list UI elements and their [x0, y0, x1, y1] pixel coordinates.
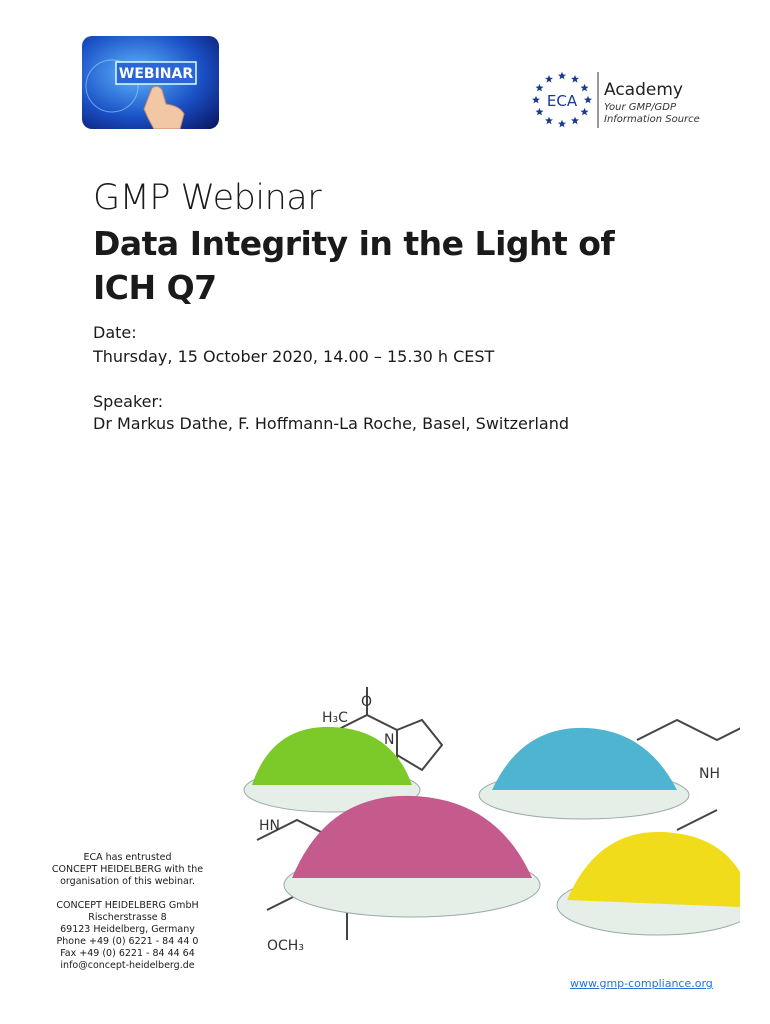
webinar-badge: WEBINAR — [82, 36, 219, 129]
logo-star — [545, 116, 553, 125]
organiser-note: ECA has entrusted CONCEPT HEIDELBERG wit… — [40, 852, 215, 888]
organiser-address: CONCEPT HEIDELBERG GmbH Rischerstrasse 8… — [40, 900, 215, 972]
address-line: info@concept-heidelberg.de — [60, 960, 195, 971]
speaker-value: Dr Markus Dathe, F. Hoffmann-La Roche, B… — [93, 414, 570, 433]
logo-star — [535, 83, 544, 92]
note-line: ECA has entrusted — [83, 852, 172, 863]
website-link[interactable]: www.gmp-compliance.org — [570, 977, 713, 990]
eca-logo: ECA Academy Your GMP/GDP Information Sou… — [532, 71, 700, 128]
powder-image: H₃C N O NH OCH₃ HN — [243, 687, 740, 954]
kicker: GMP Webinar — [93, 178, 322, 218]
logo-name: Academy — [604, 80, 683, 100]
title-line: Data Integrity in the Light of — [93, 224, 615, 263]
logo-star — [571, 116, 579, 125]
logo-tagline: Your GMP/GDP — [604, 102, 677, 113]
logo-mark: ECA — [547, 92, 578, 110]
logo-star — [545, 75, 553, 83]
address-line: Phone +49 (0) 6221 - 84 44 0 — [56, 936, 199, 947]
address-line: CONCEPT HEIDELBERG GmbH — [56, 900, 199, 911]
logo-star — [535, 107, 544, 116]
logo-star — [558, 71, 566, 80]
chem-label: NH — [699, 766, 720, 782]
logo-star — [558, 119, 566, 128]
address-line: 69123 Heidelberg, Germany — [60, 924, 195, 935]
logo-star — [580, 107, 589, 116]
note-line: organisation of this webinar. — [60, 876, 195, 887]
logo-star — [584, 95, 592, 104]
logo-star — [571, 75, 579, 83]
chem-label: HN — [259, 818, 280, 834]
date-value: Thursday, 15 October 2020, 14.00 – 15.30… — [93, 347, 495, 366]
logo-tagline: Information Source — [604, 114, 700, 125]
address-line: Rischerstrasse 8 — [88, 912, 167, 923]
address-line: Fax +49 (0) 6221 - 84 44 64 — [60, 948, 195, 959]
date-label: Date: — [93, 323, 137, 342]
speaker-label: Speaker: — [93, 392, 164, 411]
chem-label: OCH₃ — [267, 938, 304, 954]
logo-star — [580, 83, 589, 92]
chem-label: O — [361, 694, 372, 710]
title-line: ICH Q7 — [93, 268, 217, 307]
badge-label: WEBINAR — [119, 66, 193, 82]
chem-label: H₃C — [322, 710, 348, 726]
note-line: CONCEPT HEIDELBERG with the — [51, 864, 204, 875]
chem-label: N — [384, 732, 394, 748]
logo-star — [532, 95, 540, 104]
